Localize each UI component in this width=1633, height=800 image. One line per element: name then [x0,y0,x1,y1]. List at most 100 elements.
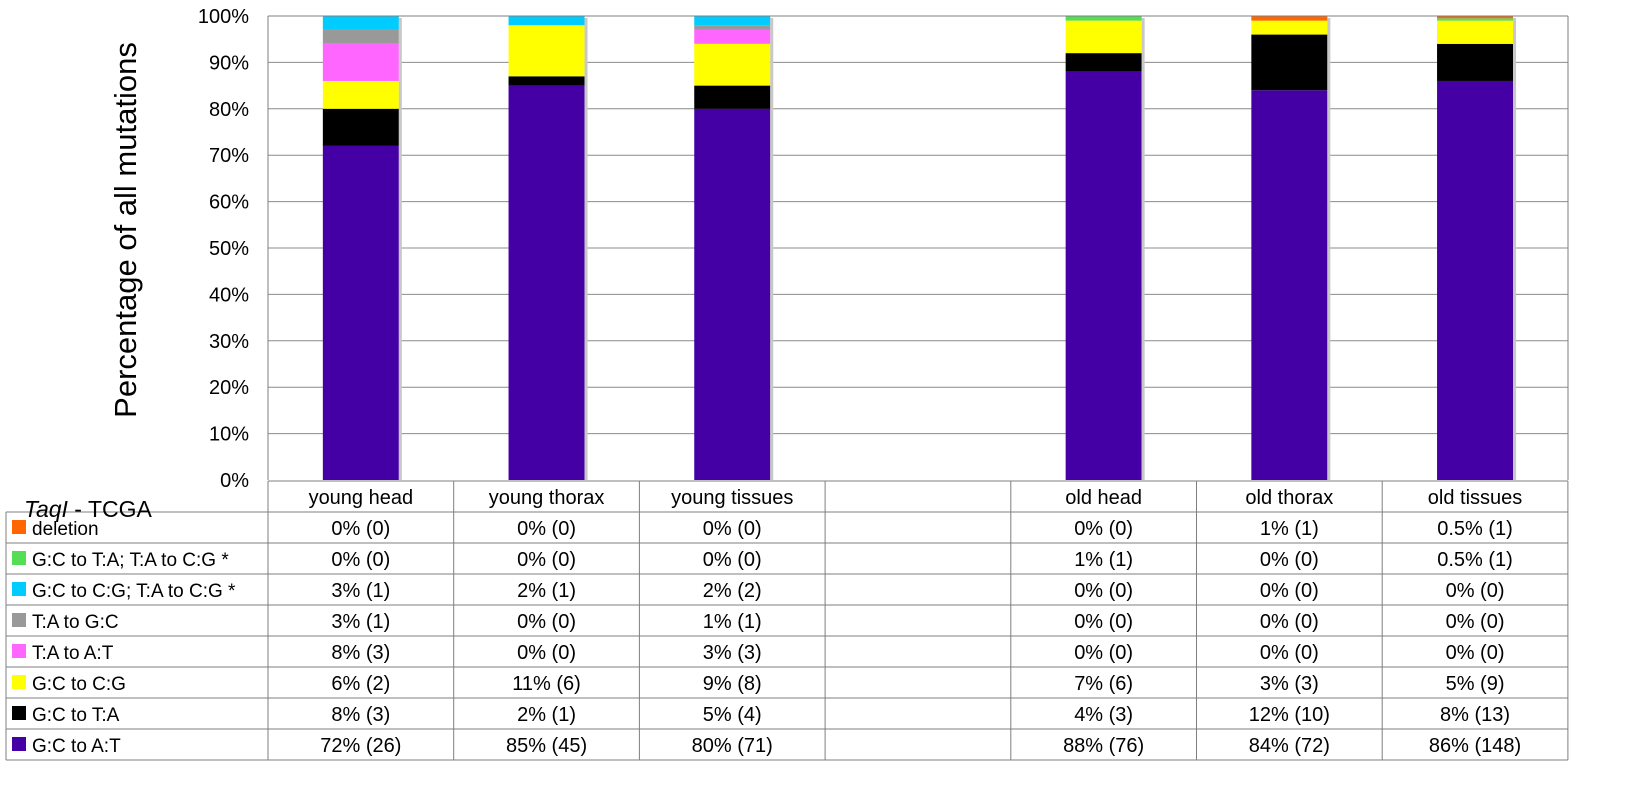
column-header: old tissues [1428,487,1523,509]
y-axis-label: Percentage of all mutations [108,42,143,418]
table-cell: 0% (0) [1446,580,1505,602]
y-tick-label: 80% [209,99,249,121]
table-cell: 0% (0) [1260,549,1319,571]
table-cell: 5% (9) [1446,673,1505,695]
table-cell: 0% (0) [331,518,390,540]
bar-segment [694,85,771,109]
y-tick-label: 30% [209,331,249,353]
bar-shadow [1513,18,1517,480]
column-header: young head [309,487,414,509]
legend-label: deletion [32,519,99,540]
table-cell: 88% (76) [1063,735,1144,757]
y-tick-label: 70% [209,145,249,167]
bar-segment [508,76,585,86]
legend-label: G:C to T:A; T:A to C:G * [32,550,229,571]
y-tick-label: 60% [209,192,249,214]
table-cell: 12% (10) [1249,704,1330,726]
bar-shadow [770,18,774,480]
table-cell: 85% (45) [506,735,587,757]
bar-segment [1437,16,1514,19]
column-header: old thorax [1245,487,1333,509]
table-cell: 0% (0) [1446,611,1505,633]
bar-segment [322,80,399,109]
table-cell: 0.5% (1) [1437,549,1513,571]
legend-label: T:A to A:T [32,643,114,664]
y-tick-label: 50% [209,238,249,260]
bar-segment [322,108,399,146]
table-cell: 2% (2) [703,580,762,602]
legend-label: G:C to T:A [32,705,120,726]
bar-segment [1437,43,1514,81]
table-cell: 1% (1) [703,611,762,633]
table-cell: 0.5% (1) [1437,518,1513,540]
legend-key [12,582,26,596]
y-axis-ticks: 0% 10% 20% 30% 40% 50% 60% 70% 80% 90% 100% [198,6,249,492]
bar-shadow [1327,18,1331,480]
table-cell: 0% (0) [703,518,762,540]
table-cell: 5% (4) [703,704,762,726]
legend-key [12,613,26,627]
bar-segment [1065,16,1142,21]
table-cell: 3% (1) [331,611,390,633]
legend-label: G:C to C:G [32,674,126,695]
table-cell: 0% (0) [1074,611,1133,633]
table-cell: 2% (1) [517,704,576,726]
bar-segment [1251,20,1328,35]
data-table: young head young thorax young tissues old h… [5,480,1569,761]
bar-segment [1251,90,1328,481]
bar-segment [322,145,399,481]
bars [322,16,1517,481]
table-cell: 0% (0) [517,642,576,664]
table-cell: 6% (2) [331,673,390,695]
table-cell: 0% (0) [1074,518,1133,540]
table-cell: 8% (3) [331,642,390,664]
bar-segment [508,16,585,26]
table-cell: 0% (0) [1074,642,1133,664]
bar-segment [694,29,771,44]
table-cell: 0% (0) [703,549,762,571]
bar-segment [322,43,399,81]
table-cell: 9% (8) [703,673,762,695]
bar-segment [1251,16,1328,21]
y-tick-label: 20% [209,377,249,399]
table-cell: 0% (0) [517,518,576,540]
table-cell: 72% (26) [320,735,401,757]
legend-key [12,520,26,534]
column-header: young tissues [671,487,793,509]
legend-key [12,737,26,751]
table-cell: 0% (0) [331,549,390,571]
bar-segment [1437,80,1514,481]
table-cell: 2% (1) [517,580,576,602]
bar-segment [508,25,585,77]
legend-label: G:C to C:G; T:A to C:G * [32,581,236,602]
y-tick-label: 40% [209,284,249,306]
column-header: young thorax [489,487,605,509]
legend-key [12,706,26,720]
y-tick-label: 100% [198,6,249,28]
y-tick-label: 10% [209,424,249,446]
table-cell: 0% (0) [1260,580,1319,602]
table-corner-label: TaqI - TCGA [24,496,152,522]
bar-segment [694,16,771,26]
table-cell: 4% (3) [1074,704,1133,726]
bar-segment [1065,71,1142,481]
table-cell: 84% (72) [1249,735,1330,757]
table-cell: 0% (0) [1260,642,1319,664]
table-cell: 1% (1) [1074,549,1133,571]
table-cell: 86% (148) [1429,735,1521,757]
legend-key [12,551,26,565]
bar-segment [322,16,399,30]
bar-segment [322,29,399,44]
table-cell: 3% (3) [1260,673,1319,695]
axes [267,15,1569,480]
table-cell: 0% (0) [1446,642,1505,664]
bar-segment [1065,53,1142,72]
bar-segment [1251,34,1328,91]
table-cell: 0% (0) [1260,611,1319,633]
column-header: old head [1065,487,1142,509]
table-cell: 1% (1) [1260,518,1319,540]
bar-segment [1065,20,1142,54]
legend-label: G:C to A:T [32,736,121,757]
table-cell: 3% (3) [703,642,762,664]
